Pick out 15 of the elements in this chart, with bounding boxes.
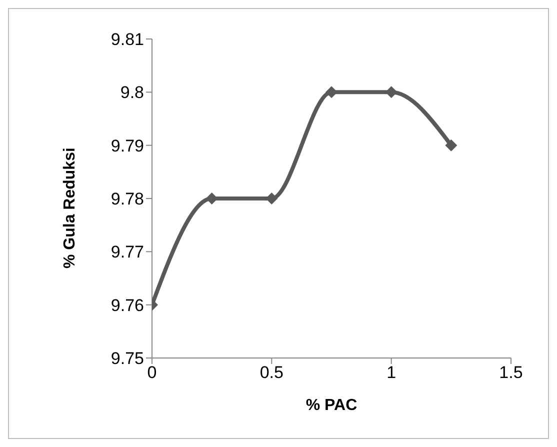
point xyxy=(326,86,338,98)
y-tick-label: 9.78 xyxy=(110,190,144,209)
x-tick-label: 0 xyxy=(147,363,157,382)
y-axis-title: % Gula Reduksi xyxy=(62,148,79,268)
x-tick-label: 1.5 xyxy=(499,363,523,382)
y-tick-label: 9.76 xyxy=(110,296,144,315)
y-tick-label: 9.81 xyxy=(110,30,144,50)
y-tick-label: 9.8 xyxy=(120,83,144,102)
y-tick-label: 9.79 xyxy=(110,136,144,156)
y-tick-label: 9.75 xyxy=(110,349,144,368)
x-axis-title: % PAC xyxy=(306,397,358,414)
y-tick-label: 9.77 xyxy=(110,242,144,262)
x-tick-label: 1 xyxy=(386,363,396,382)
x-tick-label: 0.5 xyxy=(260,363,284,382)
point xyxy=(445,139,458,152)
